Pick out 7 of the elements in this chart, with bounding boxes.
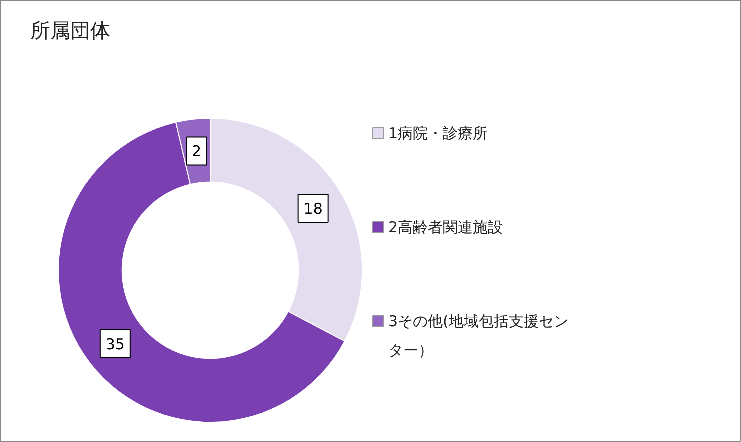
legend-label: 3その他(地域包括支援センター）: [388, 312, 569, 360]
chart-title: 所属団体: [30, 18, 110, 42]
data-label: 2: [192, 142, 202, 161]
legend-label: 2高齢者関連施設: [388, 218, 504, 236]
data-label: 35: [106, 335, 125, 354]
legend-label: 1病院・診療所: [388, 124, 488, 142]
data-label: 18: [304, 200, 323, 218]
